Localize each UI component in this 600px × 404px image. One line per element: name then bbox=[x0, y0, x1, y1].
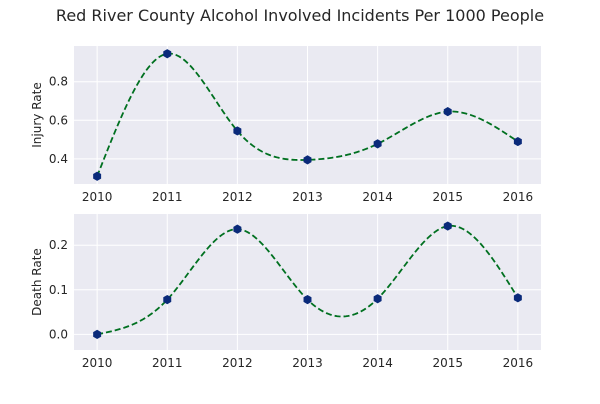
death-data-point bbox=[163, 295, 172, 305]
chart-title: Red River County Alcohol Involved Incide… bbox=[56, 6, 544, 25]
injury-data-point bbox=[513, 136, 522, 147]
injury-y-axis-label: Injury Rate bbox=[30, 82, 44, 147]
injury-y-tick-label: 0.6 bbox=[49, 113, 68, 127]
injury-data-point bbox=[443, 107, 452, 117]
death-x-tick-label: 2016 bbox=[503, 356, 534, 370]
death-y-tick-label: 0.1 bbox=[49, 283, 68, 297]
injury-x-tick-label: 2011 bbox=[152, 190, 183, 204]
death-data-point bbox=[303, 295, 312, 305]
injury-x-tick-label: 2010 bbox=[82, 190, 113, 204]
injury-data-point bbox=[163, 49, 172, 59]
death-data-point bbox=[93, 329, 102, 339]
injury-data-point bbox=[233, 126, 242, 136]
injury-data-point bbox=[373, 139, 382, 149]
death-rate-panel: 2010 2011 2012 2013 2014 2015 2016 0.0 0.1 0.2 Dea… bbox=[30, 214, 541, 370]
injury-x-tick-label: 2014 bbox=[362, 190, 393, 204]
death-x-tick-label: 2011 bbox=[152, 356, 183, 370]
death-data-point bbox=[513, 293, 522, 303]
death-y-axis-label: Death Rate bbox=[30, 248, 44, 316]
death-x-tick-label: 2010 bbox=[82, 356, 113, 370]
injury-rate-panel: 2010 2011 2012 2013 2014 2015 2016 0.4 0.6 0.8 Inj… bbox=[30, 46, 541, 204]
death-x-tick-label: 2015 bbox=[432, 356, 463, 370]
death-x-tick-label: 2014 bbox=[362, 356, 393, 370]
death-x-tick-label: 2013 bbox=[292, 356, 323, 370]
injury-data-point bbox=[93, 171, 102, 181]
injury-y-tick-label: 0.8 bbox=[49, 75, 68, 89]
death-data-point bbox=[373, 294, 382, 304]
death-y-tick-label: 0.2 bbox=[49, 238, 68, 252]
injury-x-tick-label: 2012 bbox=[222, 190, 253, 204]
injury-x-tick-label: 2013 bbox=[292, 190, 323, 204]
death-y-tick-label: 0.0 bbox=[49, 327, 68, 341]
injury-y-tick-label: 0.4 bbox=[49, 152, 68, 166]
death-data-point bbox=[233, 224, 242, 234]
injury-x-tick-label: 2016 bbox=[503, 190, 534, 204]
death-x-tick-label: 2012 bbox=[222, 356, 253, 370]
injury-data-point bbox=[303, 155, 312, 165]
injury-x-tick-label: 2015 bbox=[432, 190, 463, 204]
death-data-point bbox=[443, 221, 452, 231]
